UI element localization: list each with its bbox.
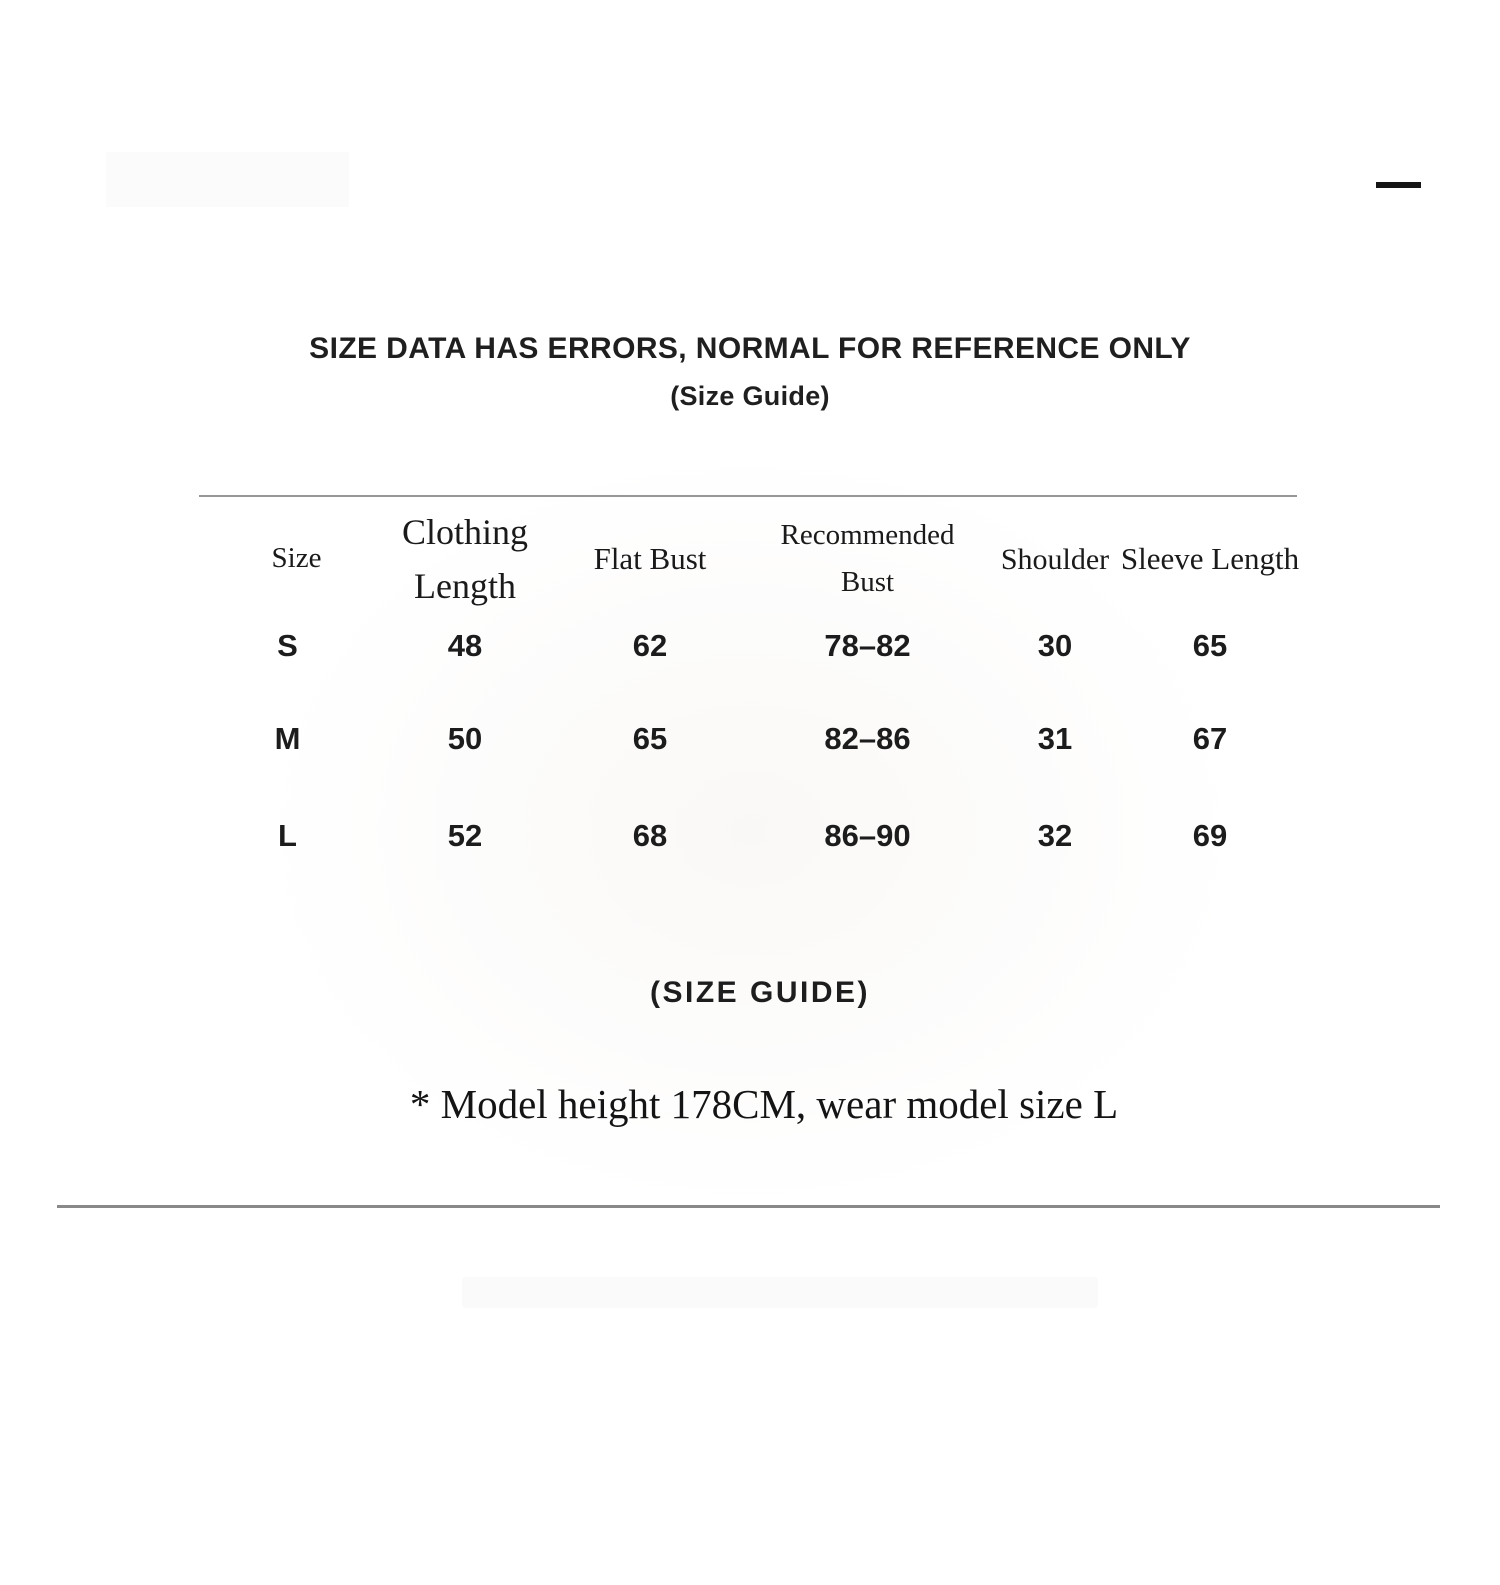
model-height-note: * Model height 178CM, wear model size L — [409, 1081, 1119, 1127]
cell-recommended-bust: 78–82 — [824, 628, 911, 663]
watermark-ellipse — [170, 380, 1330, 1280]
cell-size: L — [278, 818, 297, 853]
page-title: SIZE DATA HAS ERRORS, NORMAL FOR REFEREN… — [309, 332, 1191, 365]
column-header-shoulder: Shoulder — [1000, 542, 1110, 576]
cell-shoulder: 32 — [1037, 818, 1073, 853]
watermark-block-bottom — [462, 1277, 1098, 1308]
cell-clothing-length: 52 — [447, 818, 483, 853]
size-guide-section-label: (SIZE GUIDE) — [649, 976, 870, 1009]
bottom-divider — [57, 1205, 1440, 1208]
cell-sleeve-length: 65 — [1192, 628, 1228, 663]
table-row-size-m: M 50 65 82–86 31 67 — [200, 718, 1300, 760]
cell-clothing-length: 48 — [447, 628, 483, 663]
column-header-size: Size — [271, 542, 322, 575]
table-row-size-s: S 48 62 78–82 30 65 — [200, 625, 1300, 667]
dash-icon — [1376, 182, 1421, 188]
cell-recommended-bust: 82–86 — [824, 721, 911, 756]
cell-shoulder: 31 — [1037, 721, 1073, 756]
cell-shoulder: 30 — [1037, 628, 1073, 663]
watermark-block-top-left — [106, 152, 349, 207]
table-top-divider — [199, 495, 1297, 497]
cell-sleeve-length: 67 — [1192, 721, 1228, 756]
cell-flat-bust: 68 — [632, 818, 668, 853]
column-header-clothing-length: Clothing Length — [401, 512, 529, 606]
cell-recommended-bust: 86–90 — [824, 818, 911, 853]
cell-flat-bust: 62 — [632, 628, 668, 663]
cell-flat-bust: 65 — [632, 721, 668, 756]
cell-clothing-length: 50 — [447, 721, 483, 756]
column-header-sleeve-length: Sleeve Length — [1120, 540, 1300, 576]
table-header-row: Size Clothing Length Flat Bust Recommend… — [200, 505, 1300, 607]
table-row-size-l: L 52 68 86–90 32 69 — [200, 815, 1300, 857]
page-subtitle: (Size Guide) — [670, 381, 830, 411]
cell-sleeve-length: 69 — [1192, 818, 1228, 853]
column-header-flat-bust: Flat Bust — [593, 540, 707, 576]
cell-size: S — [277, 628, 298, 663]
column-header-recommended-bust: Recommended Bust — [780, 519, 955, 598]
cell-size: M — [274, 721, 301, 756]
